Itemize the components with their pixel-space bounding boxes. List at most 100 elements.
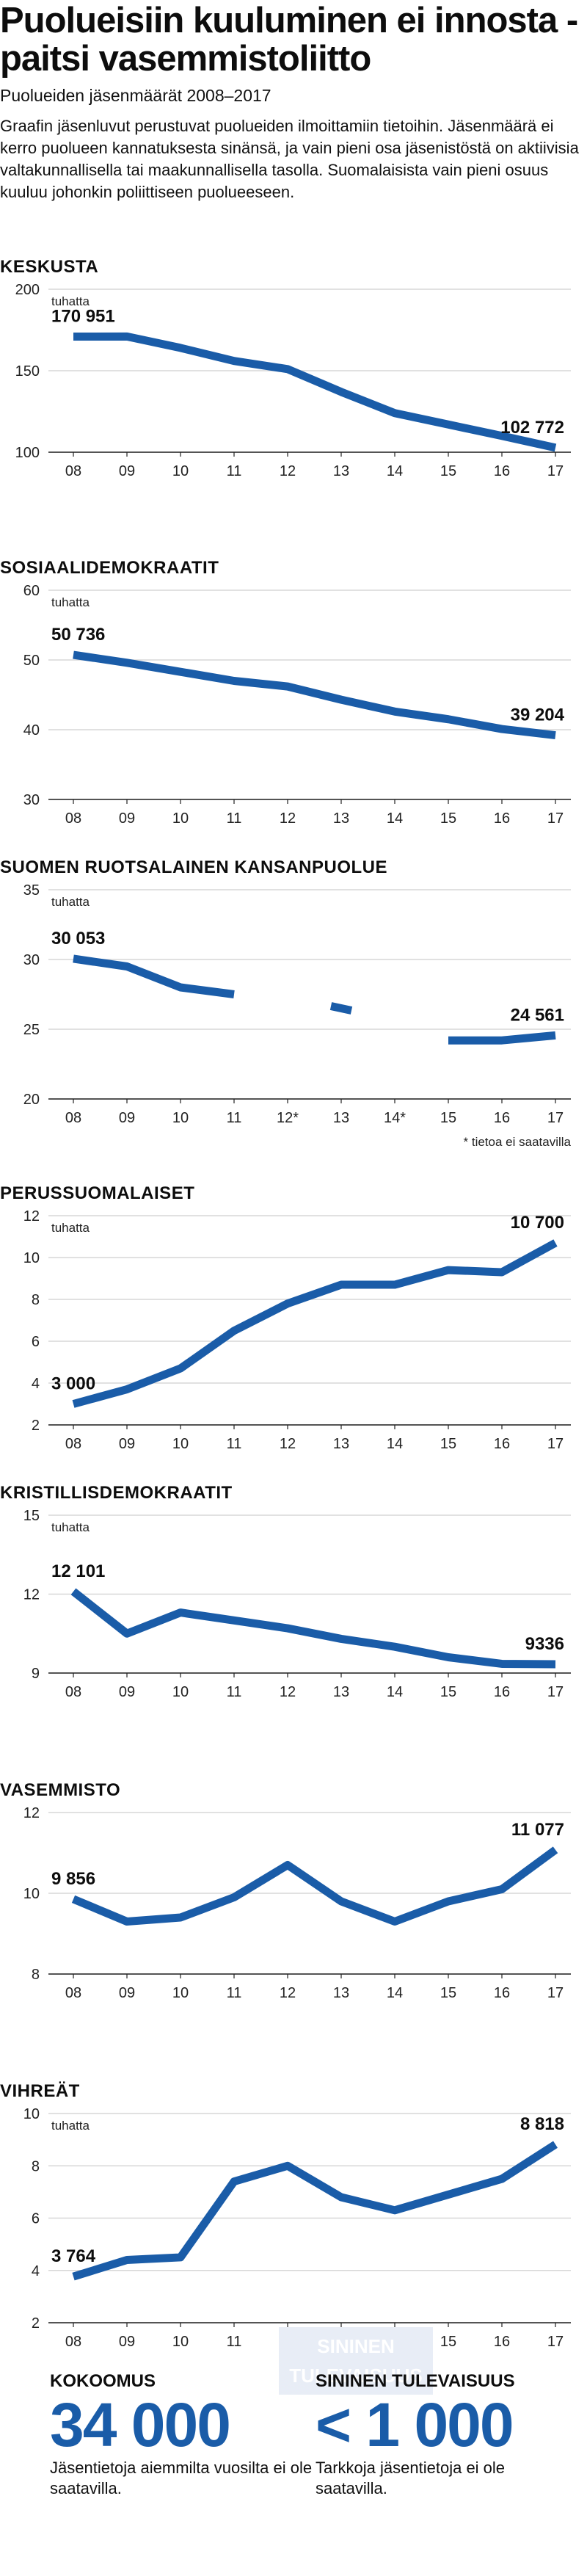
x-tick-label: 13 xyxy=(333,1684,349,1700)
chart-title: SUOMEN RUOTSALAINEN KANSANPUOLUE xyxy=(0,857,388,877)
first-value-label: 9 856 xyxy=(51,1869,95,1889)
line-chart: 20 25 30 35 tuhatta 08 09 10 11 12* 13 14* 15 16 17 30 … xyxy=(23,882,572,1149)
chart-title: PERUSSUOMALAISET xyxy=(0,1183,195,1203)
y-tick-label: 30 xyxy=(23,952,40,968)
y-tick-label: 20 xyxy=(23,1092,40,1108)
x-tick-label: 12 xyxy=(280,1436,296,1452)
y-tick-label: 40 xyxy=(23,722,40,739)
unit-label: tuhatta xyxy=(51,1520,90,1534)
x-tick-label: 16 xyxy=(494,810,510,827)
x-tick-label: 14 xyxy=(387,1684,403,1700)
x-tick-label: 15 xyxy=(440,2334,456,2350)
first-value-label: 30 053 xyxy=(51,929,105,948)
x-tick-label: 13 xyxy=(333,1110,349,1126)
x-tick-label: 11 xyxy=(227,1985,242,2001)
y-tick-label: 12 xyxy=(23,1805,40,1821)
x-tick-label: 13 xyxy=(333,1436,349,1452)
x-tick-label: 08 xyxy=(65,463,81,479)
y-tick-label: 6 xyxy=(32,2211,40,2227)
unit-label: tuhatta xyxy=(51,1221,90,1235)
x-tick-label: 14 xyxy=(387,1436,403,1452)
sininen-block: SININEN TULEVAISUUS < 1 000 Tarkkoja jäs… xyxy=(316,2371,580,2499)
kokoomus-title: KOKOOMUS xyxy=(50,2371,156,2391)
y-tick-label: 10 xyxy=(23,1250,40,1266)
x-tick-label: 09 xyxy=(119,1985,135,2001)
line-chart: 100 150 200 tuhatta 08 09 10 11 12 13 14 15 16 17 170 … xyxy=(15,282,571,479)
y-tick-label: 12 xyxy=(23,1208,40,1224)
y-tick-label: 60 xyxy=(23,583,40,599)
x-tick-label: 12 xyxy=(280,1684,296,1700)
x-tick-label: 15 xyxy=(440,1684,456,1700)
y-tick-label: 10 xyxy=(23,2106,40,2122)
x-tick-label: 17 xyxy=(547,810,564,827)
y-tick-label: 200 xyxy=(15,282,40,298)
x-tick-label: 11 xyxy=(227,1684,242,1700)
x-tick-label: 17 xyxy=(547,1436,564,1452)
first-value-label: 50 736 xyxy=(51,625,105,645)
x-tick-label: 15 xyxy=(440,1985,456,2001)
headline: Puolueisiin kuuluminen ei innosta -paits… xyxy=(0,1,578,79)
x-tick-label: 11 xyxy=(227,810,242,827)
y-tick-label: 10 xyxy=(23,1886,40,1902)
y-tick-label: 6 xyxy=(32,1334,40,1350)
x-tick-label: 15 xyxy=(440,1110,456,1126)
x-tick-label: 09 xyxy=(119,2334,135,2350)
x-tick-label: 12 xyxy=(280,810,296,827)
last-value-label: 11 077 xyxy=(511,1820,564,1840)
y-tick-label: 35 xyxy=(23,882,40,899)
x-tick-label: 12 xyxy=(280,463,296,479)
x-tick-label: 12* xyxy=(277,1110,299,1126)
x-tick-label: 11 xyxy=(227,1436,242,1452)
series-line xyxy=(72,1239,558,1408)
line-chart: 8 10 12 08 09 10 11 12 13 14 15 16 17 9 856 11 077 xyxy=(23,1805,571,2001)
last-value-label: 102 772 xyxy=(500,418,564,438)
x-tick-label: 08 xyxy=(65,1684,81,1700)
y-tick-label: 8 xyxy=(32,1967,40,1983)
series-line xyxy=(73,954,235,998)
y-tick-label: 2 xyxy=(32,2315,40,2332)
x-tick-label: 16 xyxy=(494,1110,510,1126)
series-line xyxy=(72,2141,558,2281)
x-tick-label: 09 xyxy=(119,810,135,827)
x-tick-label: 13 xyxy=(333,463,349,479)
y-tick-label: 50 xyxy=(23,653,40,669)
first-value-label: 12 101 xyxy=(51,1561,105,1581)
y-tick-label: 15 xyxy=(23,1508,40,1524)
y-tick-label: 150 xyxy=(15,363,40,380)
x-tick-label: 09 xyxy=(119,1684,135,1700)
x-tick-label: 08 xyxy=(65,1985,81,2001)
y-tick-label: 8 xyxy=(32,2158,40,2174)
x-tick-label: 17 xyxy=(547,1684,564,1700)
kokoomus-text: Jäsentietoja aiemmilta vuosilta ei ole s… xyxy=(50,2459,313,2497)
x-tick-label: 17 xyxy=(547,2334,564,2350)
y-tick-label: 4 xyxy=(32,2263,40,2279)
x-tick-label: 10 xyxy=(172,810,189,827)
x-tick-label: 15 xyxy=(440,1436,456,1452)
x-tick-label: 12 xyxy=(280,1985,296,2001)
unit-label: tuhatta xyxy=(51,2119,90,2133)
footnote: * tietoa ei saatavilla xyxy=(464,1135,572,1149)
series-line xyxy=(329,1002,353,1015)
first-value-label: 3 764 xyxy=(51,2246,96,2266)
x-tick-label: 16 xyxy=(494,1436,510,1452)
unit-label: tuhatta xyxy=(51,595,90,609)
y-tick-label: 25 xyxy=(23,1022,40,1038)
x-tick-label: 09 xyxy=(119,463,135,479)
sininen-title: SININEN TULEVAISUUS xyxy=(316,2371,515,2391)
x-tick-label: 10 xyxy=(172,1436,189,1452)
first-value-label: 170 951 xyxy=(51,306,115,326)
sininen-tulevaisuus-logo: SININEN TULEVAISUUS xyxy=(279,2327,433,2395)
last-value-label: 8 818 xyxy=(520,2114,564,2134)
chart-title: VASEMMISTO xyxy=(0,1780,121,1800)
x-tick-label: 10 xyxy=(172,463,189,479)
x-tick-label: 08 xyxy=(65,2334,81,2350)
y-tick-label: 12 xyxy=(23,1587,40,1603)
x-tick-label: 17 xyxy=(547,1110,564,1126)
x-tick-label: 11 xyxy=(227,1110,242,1126)
line-chart: 9 12 15 tuhatta 08 09 10 11 12 13 14 15 16 17 12 101 93… xyxy=(23,1508,571,1700)
last-value-label: 9336 xyxy=(525,1634,564,1654)
x-tick-label: 17 xyxy=(547,463,564,479)
x-tick-label: 17 xyxy=(547,1985,564,2001)
x-tick-label: 08 xyxy=(65,1110,81,1126)
x-tick-label: 13 xyxy=(333,810,349,827)
